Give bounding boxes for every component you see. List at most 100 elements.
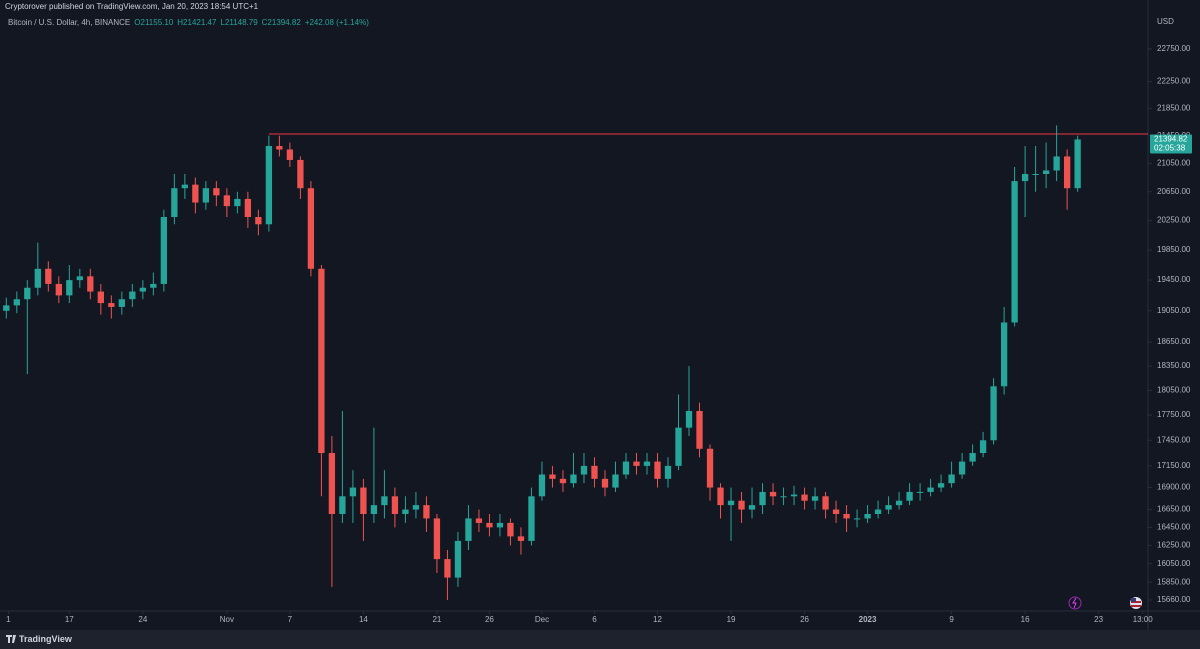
y-tick-label: 16650.00 <box>1157 505 1191 514</box>
candle-body <box>885 505 892 510</box>
candle-body <box>475 518 483 523</box>
y-tick-label: 18050.00 <box>1157 385 1191 394</box>
candle-body <box>759 491 766 506</box>
candle-body <box>349 487 357 497</box>
candle-body <box>255 216 262 225</box>
tv-logo <box>6 635 16 643</box>
candle-body <box>843 513 850 519</box>
candle-body <box>486 522 493 528</box>
candle-body <box>832 509 840 514</box>
candle-body <box>402 509 409 514</box>
candle-body <box>1053 156 1060 171</box>
candle-body <box>895 500 903 506</box>
x-tick-label: 2023 <box>859 615 877 624</box>
candle-body <box>822 496 829 510</box>
candle-body <box>570 474 577 484</box>
x-tick-label: 26 <box>485 615 494 624</box>
candle-body <box>192 184 199 203</box>
candle-body <box>118 299 125 307</box>
candle-body <box>727 500 735 506</box>
candle-body <box>1042 170 1050 175</box>
x-tick-label: 13:00 <box>1133 615 1154 624</box>
y-tick-label: 17150.00 <box>1157 461 1191 470</box>
x-tick-label: 19 <box>727 615 736 624</box>
candle-body <box>948 474 955 484</box>
candle-body <box>171 188 178 217</box>
x-tick-label: 14 <box>359 615 368 624</box>
x-tick-label: 24 <box>138 615 147 624</box>
candle-body <box>454 540 462 578</box>
countdown-label: 02:05:38 <box>1154 144 1186 153</box>
candle-body <box>87 276 94 292</box>
y-tick-label: 15660.00 <box>1157 595 1191 604</box>
candle-body <box>3 305 10 311</box>
flag-icon[interactable] <box>1130 597 1142 609</box>
candle-body <box>139 287 146 292</box>
y-tick-label: 21050.00 <box>1157 159 1191 168</box>
candle-body <box>76 276 83 281</box>
candle-body <box>391 496 399 514</box>
last-price-box <box>1150 134 1192 154</box>
candle-body <box>129 291 136 300</box>
candle-body <box>811 496 819 501</box>
y-tick-label: 22250.00 <box>1157 77 1191 86</box>
candle-body <box>874 509 882 514</box>
candle-body <box>444 559 451 578</box>
candle-body <box>24 287 31 300</box>
candle-body <box>927 487 934 492</box>
x-tick-label: 6 <box>592 615 597 624</box>
candle-body <box>108 303 115 307</box>
candle-body <box>969 453 976 462</box>
candle-body <box>937 483 945 488</box>
y-tick-label: 16250.00 <box>1157 541 1191 550</box>
candle-body <box>1063 156 1071 189</box>
y-tick-label: 18650.00 <box>1157 337 1191 346</box>
candle-body <box>916 491 924 493</box>
candle-body <box>286 149 294 160</box>
candle-body <box>307 188 315 269</box>
x-tick-label: Nov <box>220 615 234 624</box>
y-tick-label: 21850.00 <box>1157 104 1191 113</box>
candle-body <box>360 487 367 514</box>
candle-body <box>801 494 808 501</box>
candle-body <box>696 410 703 449</box>
y-tick-label: 19450.00 <box>1157 275 1191 284</box>
x-tick-label: Dec <box>535 615 549 624</box>
candle-body <box>906 491 913 501</box>
x-tick-label: 7 <box>288 615 293 624</box>
footer-bar <box>0 630 1200 649</box>
legend: Bitcoin / U.S. Dollar, 4h, BINANCE O2115… <box>8 18 369 27</box>
candle-body <box>339 496 346 514</box>
y-tick-label: 16900.00 <box>1157 483 1191 492</box>
y-tick-label: 19850.00 <box>1157 245 1191 254</box>
currency-label: USD <box>1157 17 1174 26</box>
ohlc-value: O21155.10 <box>134 18 174 27</box>
y-tick-label: 15850.00 <box>1157 577 1191 586</box>
candle-body <box>717 487 724 506</box>
candle-body <box>181 184 189 189</box>
x-tick-label: 21 <box>432 615 441 624</box>
candle-body <box>55 283 62 296</box>
symbol-info: Bitcoin / U.S. Dollar, 4h, BINANCE <box>8 18 130 27</box>
candle-body <box>580 465 588 475</box>
candle-body <box>790 494 798 497</box>
x-tick-label: 17 <box>65 615 74 624</box>
x-tick-label: 1 <box>6 615 11 624</box>
candle-body <box>633 461 640 466</box>
candle-body <box>853 518 861 520</box>
y-tick-label: 22750.00 <box>1157 44 1191 53</box>
candle-body <box>517 536 525 541</box>
publish-note: Cryptorover published on TradingView.com… <box>5 2 259 11</box>
x-tick-label: 9 <box>949 615 954 624</box>
snap-icon[interactable] <box>1068 596 1082 610</box>
candle-body <box>97 291 104 304</box>
candle-body <box>507 522 514 537</box>
candle-body <box>769 491 777 497</box>
candle-body <box>685 410 693 428</box>
candle-body <box>213 188 220 196</box>
candle-body <box>318 268 325 454</box>
candle-body <box>244 198 252 217</box>
candle-body <box>538 474 546 497</box>
candle-body <box>528 496 535 541</box>
